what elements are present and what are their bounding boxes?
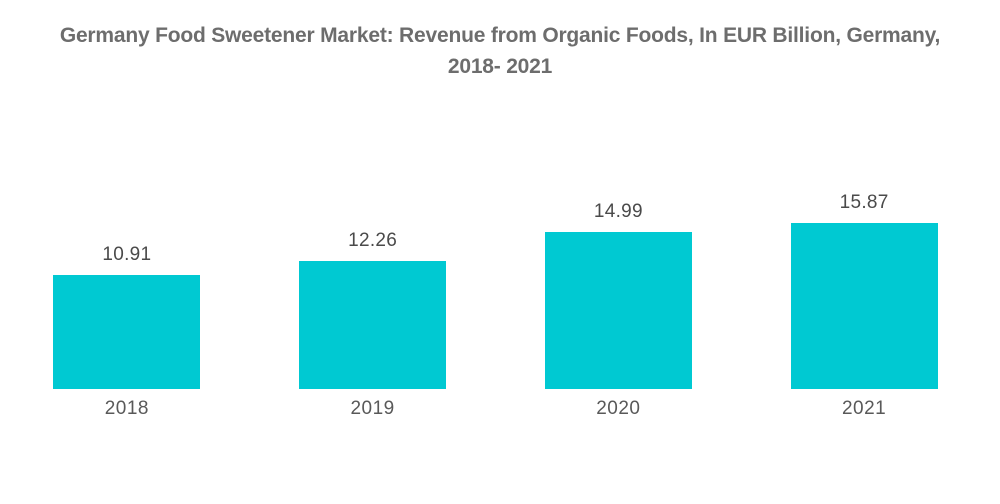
bar-stack: 12.26 xyxy=(299,230,447,389)
bar-column-2018: 10.91 2018 xyxy=(4,244,250,420)
bar-value-label: 15.87 xyxy=(839,192,889,213)
bar-plot: 10.91 2018 12.26 2019 14.99 2020 15.87 2021 xyxy=(4,192,987,420)
bar-value-label: 10.91 xyxy=(102,244,152,265)
bar-2021 xyxy=(790,223,938,389)
x-axis-label-2019: 2019 xyxy=(350,398,395,419)
bar-2018 xyxy=(53,275,201,389)
bar-stack: 15.87 xyxy=(790,192,938,389)
bar-2019 xyxy=(299,261,447,389)
x-axis-label-2020: 2020 xyxy=(596,398,641,419)
x-axis-label-2018: 2018 xyxy=(104,398,150,419)
bar-column-2019: 12.26 2019 xyxy=(250,230,496,420)
chart-title: Germany Food Sweetener Market: Revenue f… xyxy=(59,24,941,78)
bar-column-2020: 14.99 2020 xyxy=(496,201,742,420)
bar-value-label: 12.26 xyxy=(348,230,398,251)
x-axis-label-2021: 2021 xyxy=(841,398,887,419)
bar-2020 xyxy=(544,232,692,389)
bar-column-2021: 15.87 2021 xyxy=(741,192,987,420)
bar-stack: 10.91 xyxy=(53,244,201,389)
bar-stack: 14.99 xyxy=(544,201,692,389)
bar-value-label: 14.99 xyxy=(593,201,643,222)
